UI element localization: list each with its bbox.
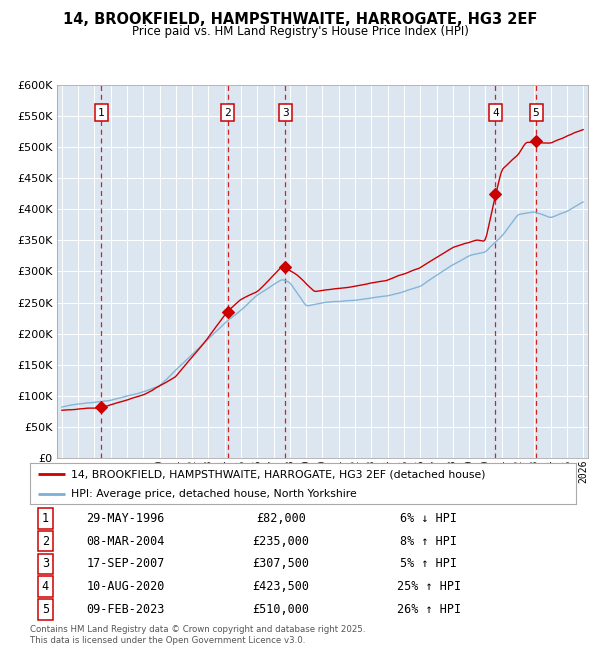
Text: 2: 2	[224, 107, 231, 118]
Text: 14, BROOKFIELD, HAMPSTHWAITE, HARROGATE, HG3 2EF: 14, BROOKFIELD, HAMPSTHWAITE, HARROGATE,…	[63, 12, 537, 27]
Text: 4: 4	[42, 580, 49, 593]
Text: 8% ↑ HPI: 8% ↑ HPI	[400, 534, 457, 547]
Text: 6% ↓ HPI: 6% ↓ HPI	[400, 512, 457, 525]
Point	[491, 189, 500, 200]
Point	[223, 307, 233, 317]
Text: HPI: Average price, detached house, North Yorkshire: HPI: Average price, detached house, Nort…	[71, 489, 356, 499]
Point	[97, 402, 106, 412]
Text: £235,000: £235,000	[253, 534, 310, 547]
Text: 1: 1	[98, 107, 104, 118]
Text: 3: 3	[282, 107, 289, 118]
Text: £307,500: £307,500	[253, 558, 310, 571]
Text: 08-MAR-2004: 08-MAR-2004	[86, 534, 165, 547]
Text: 5: 5	[533, 107, 539, 118]
Text: 29-MAY-1996: 29-MAY-1996	[86, 512, 165, 525]
Text: 09-FEB-2023: 09-FEB-2023	[86, 603, 165, 616]
Text: 3: 3	[42, 558, 49, 571]
Text: 14, BROOKFIELD, HAMPSTHWAITE, HARROGATE, HG3 2EF (detached house): 14, BROOKFIELD, HAMPSTHWAITE, HARROGATE,…	[71, 469, 485, 479]
Text: £423,500: £423,500	[253, 580, 310, 593]
Text: 10-AUG-2020: 10-AUG-2020	[86, 580, 165, 593]
Text: 2: 2	[42, 534, 49, 547]
Text: 26% ↑ HPI: 26% ↑ HPI	[397, 603, 461, 616]
Text: This data is licensed under the Open Government Licence v3.0.: This data is licensed under the Open Gov…	[30, 636, 305, 645]
Text: Contains HM Land Registry data © Crown copyright and database right 2025.: Contains HM Land Registry data © Crown c…	[30, 625, 365, 634]
Text: 1: 1	[42, 512, 49, 525]
Point	[280, 261, 290, 272]
Text: Price paid vs. HM Land Registry's House Price Index (HPI): Price paid vs. HM Land Registry's House …	[131, 25, 469, 38]
Text: 25% ↑ HPI: 25% ↑ HPI	[397, 580, 461, 593]
Text: 5: 5	[42, 603, 49, 616]
Point	[531, 135, 541, 146]
Text: £510,000: £510,000	[253, 603, 310, 616]
Text: 17-SEP-2007: 17-SEP-2007	[86, 558, 165, 571]
Text: 4: 4	[492, 107, 499, 118]
Text: 5% ↑ HPI: 5% ↑ HPI	[400, 558, 457, 571]
Text: £82,000: £82,000	[256, 512, 306, 525]
